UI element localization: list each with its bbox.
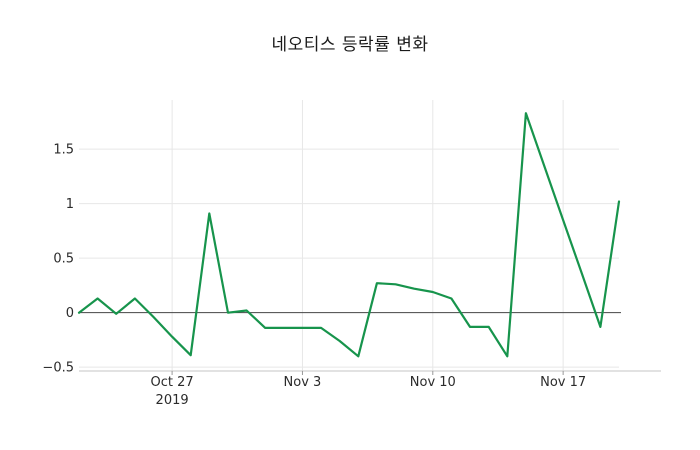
y-axis-tick-label: 1 xyxy=(66,197,74,212)
y-axis-tick-label: 0.5 xyxy=(53,252,74,267)
x-axis-tick-label: Nov 10 xyxy=(410,375,456,390)
y-axis-tick-label: 0 xyxy=(66,306,74,321)
chart-title: 네오티스 등락률 변화 xyxy=(271,35,429,55)
series-line xyxy=(77,112,621,358)
y-axis-tick-label: −0.5 xyxy=(42,361,74,376)
x-axis-tick-label: Nov 17 xyxy=(540,375,586,390)
x-axis-tick-label: Nov 3 xyxy=(284,375,322,390)
y-axis-tick-label: 1.5 xyxy=(53,143,74,158)
x-axis-tick-label: 2019 xyxy=(156,393,189,408)
x-axis-tick-label: Oct 27 xyxy=(151,375,194,390)
